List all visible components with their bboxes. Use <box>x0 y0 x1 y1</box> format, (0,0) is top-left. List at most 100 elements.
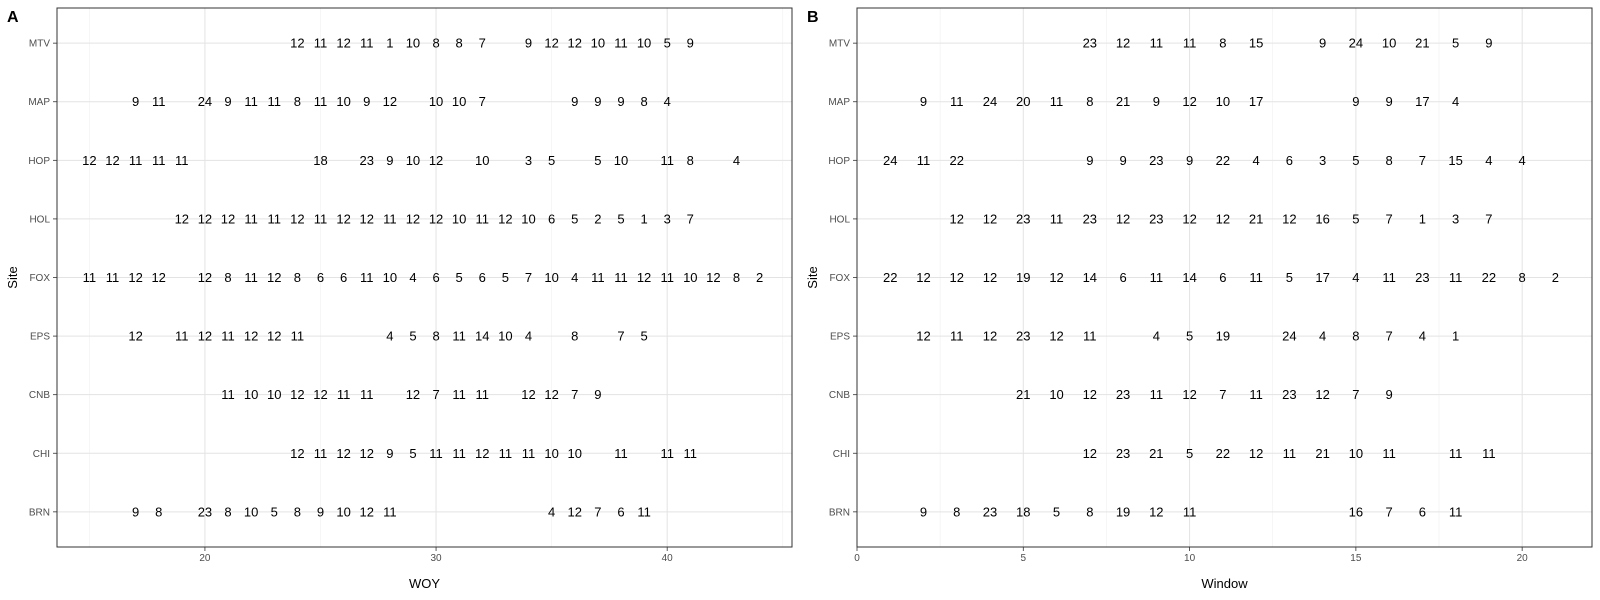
cell-label: 12 <box>1049 329 1063 344</box>
cell-label: 14 <box>1182 270 1196 285</box>
cell-label: 11 <box>660 153 674 168</box>
cell-label: 5 <box>456 270 463 285</box>
cell-label: 12 <box>359 446 373 461</box>
cell-label: 5 <box>1186 446 1193 461</box>
cell-label: 23 <box>1149 153 1163 168</box>
cell-label: 1 <box>640 211 647 226</box>
cell-label: 11 <box>452 446 466 461</box>
panel-tag: B <box>807 9 819 26</box>
cell-label: 9 <box>132 504 139 519</box>
x-tick-label: 40 <box>662 553 674 564</box>
cell-label: 12 <box>244 329 258 344</box>
cell-label: 11 <box>950 94 964 109</box>
cell-label: 11 <box>522 446 536 461</box>
cell-label: 5 <box>409 329 416 344</box>
cell-label: 11 <box>1249 387 1263 402</box>
cell-label: 10 <box>383 270 397 285</box>
cell-label: 11 <box>152 94 166 109</box>
cell-label: 15 <box>1249 36 1263 51</box>
cell-label: 11 <box>660 270 674 285</box>
cell-label: 11 <box>360 270 374 285</box>
cell-label: 11 <box>1449 504 1463 519</box>
cell-label: 12 <box>290 211 304 226</box>
cell-label: 12 <box>267 270 281 285</box>
cell-label: 10 <box>429 94 443 109</box>
cell-label: 11 <box>429 446 443 461</box>
x-axis-title: Window <box>1201 576 1248 591</box>
cell-label: 5 <box>594 153 601 168</box>
cell-label: 18 <box>1016 504 1030 519</box>
cell-label: 12 <box>637 270 651 285</box>
site-label-mtv: MTV <box>29 39 50 50</box>
cell-label: 6 <box>617 504 624 519</box>
cell-label: 22 <box>1216 446 1230 461</box>
cell-label: 12 <box>198 211 212 226</box>
cell-label: 24 <box>983 94 997 109</box>
panel-tag: A <box>7 9 19 26</box>
cell-label: 12 <box>198 270 212 285</box>
cell-label: 17 <box>1315 270 1329 285</box>
cell-label: 16 <box>1349 504 1363 519</box>
cell-label: 7 <box>432 387 439 402</box>
cell-label: 11 <box>221 329 235 344</box>
cell-label: 12 <box>1116 211 1130 226</box>
cell-label: 11 <box>83 270 97 285</box>
cell-label: 8 <box>571 329 578 344</box>
cell-label: 11 <box>1183 36 1197 51</box>
cell-label: 11 <box>314 211 328 226</box>
cell-label: 24 <box>198 94 212 109</box>
cell-label: 23 <box>198 504 212 519</box>
cell-label: 12 <box>429 153 443 168</box>
cell-label: 4 <box>1519 153 1526 168</box>
site-label-mtv: MTV <box>829 39 850 50</box>
cell-label: 17 <box>1415 94 1429 109</box>
site-label-chi: CHI <box>833 449 850 460</box>
cell-label: 11 <box>1050 94 1064 109</box>
cell-label: 11 <box>660 446 674 461</box>
cell-label: 9 <box>571 94 578 109</box>
cell-label: 8 <box>1086 504 1093 519</box>
x-tick-label: 30 <box>430 553 442 564</box>
panel-border <box>56 7 793 548</box>
cell-label: 23 <box>1415 270 1429 285</box>
cell-label: 9 <box>525 36 532 51</box>
cell-label: 10 <box>267 387 281 402</box>
cell-label: 12 <box>983 329 997 344</box>
site-label-eps: EPS <box>30 332 50 343</box>
cell-label: 5 <box>1286 270 1293 285</box>
cell-label: 6 <box>1419 504 1426 519</box>
cell-label: 1 <box>1419 211 1426 226</box>
cell-label: 11 <box>1449 446 1463 461</box>
cell-label: 23 <box>1083 211 1097 226</box>
cell-label: 8 <box>294 270 301 285</box>
cell-label: 19 <box>1216 329 1230 344</box>
cell-label: 7 <box>571 387 578 402</box>
cell-label: 8 <box>224 504 231 519</box>
cell-label: 5 <box>640 329 647 344</box>
cell-label: 9 <box>224 94 231 109</box>
cell-label: 4 <box>525 329 532 344</box>
cell-label: 12 <box>1182 94 1196 109</box>
cell-label: 12 <box>151 270 165 285</box>
cell-label: 11 <box>244 94 258 109</box>
site-label-brn: BRN <box>29 507 50 518</box>
cell-label: 8 <box>224 270 231 285</box>
x-tick-label: 20 <box>199 553 211 564</box>
cell-label: 9 <box>594 94 601 109</box>
cell-label: 10 <box>452 211 466 226</box>
cell-label: 12 <box>290 36 304 51</box>
cell-label: 8 <box>1352 329 1359 344</box>
cell-label: 9 <box>386 153 393 168</box>
cell-label: 9 <box>1485 36 1492 51</box>
cell-label: 12 <box>475 446 489 461</box>
cell-label: 11 <box>1283 446 1297 461</box>
cell-label: 11 <box>1150 270 1164 285</box>
cell-label: 5 <box>502 270 509 285</box>
cell-label: 12 <box>498 211 512 226</box>
cell-label: 12 <box>1182 387 1196 402</box>
cell-label: 23 <box>983 504 997 519</box>
cell-label: 11 <box>383 504 397 519</box>
cell-label: 4 <box>1352 270 1359 285</box>
